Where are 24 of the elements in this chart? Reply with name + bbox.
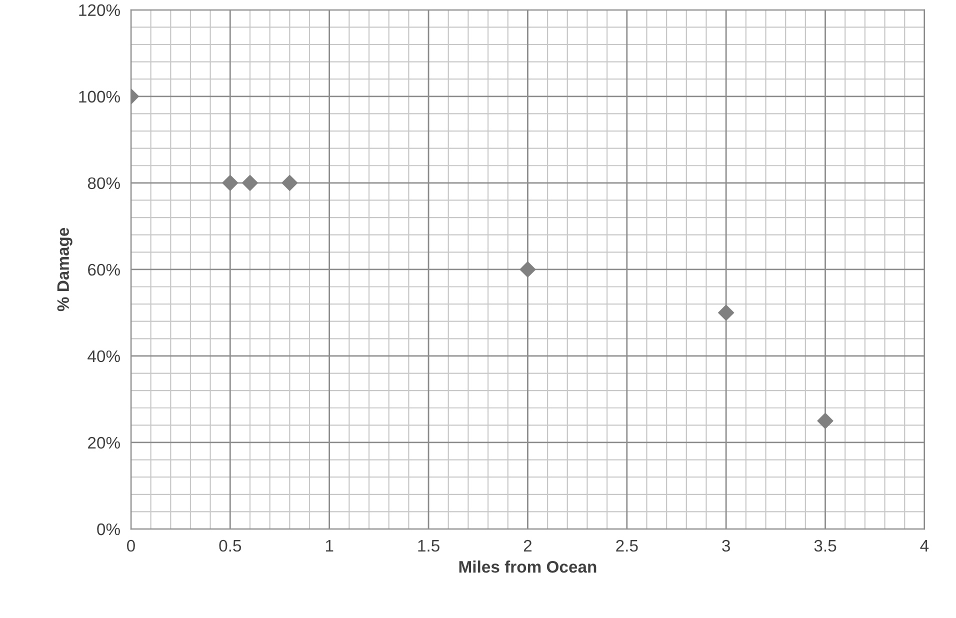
y-tick-label: 80% <box>88 177 120 190</box>
x-tick-label: 0.5 <box>219 540 242 552</box>
x-tick-label: 3.5 <box>814 540 836 552</box>
y-tick-label: 40% <box>88 350 120 362</box>
point <box>718 304 734 321</box>
point <box>281 174 298 192</box>
x-tick-label: 3 <box>722 540 730 552</box>
x-tick-label: 1.5 <box>418 540 440 552</box>
y-tick-label: 60% <box>88 264 120 276</box>
point <box>817 412 834 430</box>
y-tick-label: 20% <box>88 436 120 449</box>
y-tick-label: 100% <box>79 90 120 103</box>
point <box>519 261 536 278</box>
y-axis-title: % Damage <box>57 228 72 312</box>
x-axis-title: Miles from Ocean <box>459 560 596 573</box>
x-tick-label: 2.5 <box>616 540 638 552</box>
x-tick-label: 4 <box>920 540 929 552</box>
x-tick-label: 1 <box>326 540 334 552</box>
x-tick-label: 2 <box>524 540 532 552</box>
y-tick-label: 0% <box>97 523 120 536</box>
y-tick-label: 120% <box>79 4 120 16</box>
point <box>242 174 258 192</box>
point <box>222 174 238 192</box>
x-tick-label: 0 <box>126 540 135 552</box>
